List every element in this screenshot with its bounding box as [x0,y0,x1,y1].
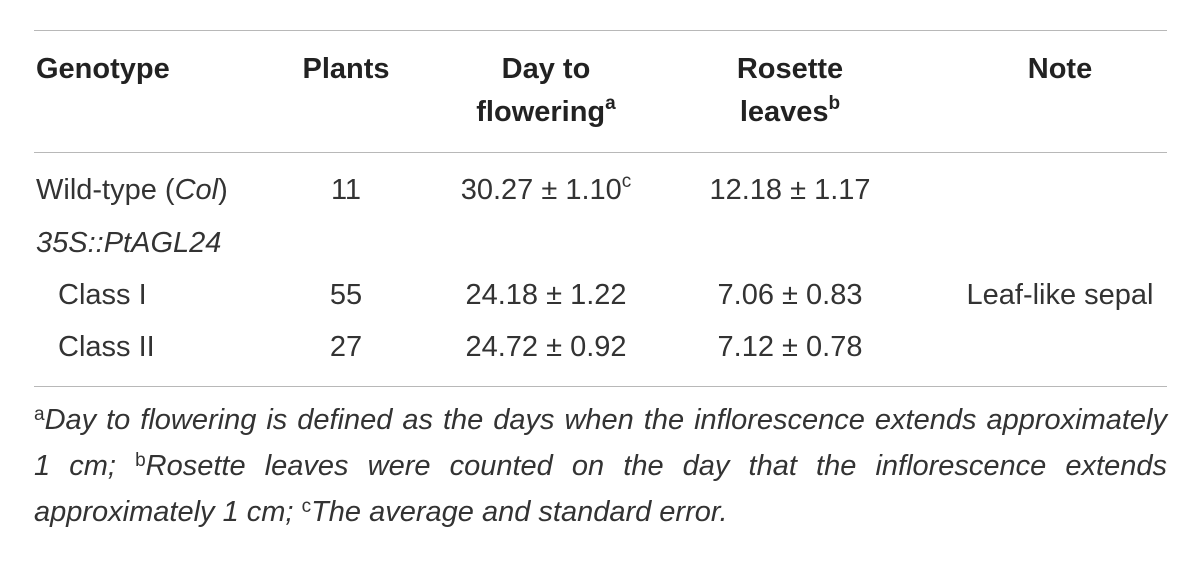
note-cell: Leaf-like sepal [966,279,1154,311]
header-day-to-flowering: Day to floweringa [426,48,666,134]
footnote-mark-b: b [828,93,841,115]
day-to-flowering-cell: 24.72 ± 0.92 [465,331,627,363]
table-top-rule [34,30,1167,31]
table-bottom-rule [34,386,1167,387]
genotype-suffix: ) [218,174,228,206]
header-rosette-line2: leaves [739,96,829,128]
footnote-mark-c: c [301,496,312,517]
genotype-prefix: Wild-type ( [36,174,175,206]
header-rosette-line1: Rosette [736,53,844,85]
plants-cell: 11 [330,174,362,206]
genotype-italic: Col [174,174,219,206]
rosette-leaves-cell: 7.06 ± 0.83 [717,279,863,311]
table-footnote: aDay to flowering is defined as the days… [34,399,1167,537]
day-to-flowering-cell: 30.27 ± 1.10c [426,169,666,212]
header-bottom-rule [34,152,1167,153]
plants-cell: 55 [329,279,363,311]
footnote-mark-c: c [621,171,632,193]
day-to-flowering-value: 30.27 ± 1.10 [460,174,622,206]
footnote-text-c: The average and standard error. [311,496,728,528]
genotype-cell: Wild-type (Col) [36,169,228,212]
header-note: Note [1027,53,1093,85]
plants-cell: 27 [329,331,363,363]
header-plants: Plants [302,53,390,85]
header-day-to-flowering-line1: Day to [501,53,591,85]
footnote-text-a: Day to flowering is defined as the days … [34,404,1167,482]
footnote-mark-a: a [34,404,45,425]
rosette-leaves-cell: 7.12 ± 0.78 [717,331,863,363]
day-to-flowering-cell: 24.18 ± 1.22 [465,279,627,311]
rosette-leaves-cell: 12.18 ± 1.17 [709,174,871,206]
header-day-to-flowering-line2: flowering [476,96,606,128]
footnote-text-b: Rosette leaves were counted on the day t… [34,450,1167,528]
footnote-mark-a: a [605,93,616,115]
header-genotype: Genotype [36,53,170,85]
genotype-group-label: 35S::PtAGL24 [36,227,222,259]
header-rosette-leaves: Rosette leavesb [680,48,900,134]
footnote-mark-b: b [135,450,146,471]
genotype-cell: Class I [58,279,147,311]
genotype-cell: Class II [58,331,155,363]
